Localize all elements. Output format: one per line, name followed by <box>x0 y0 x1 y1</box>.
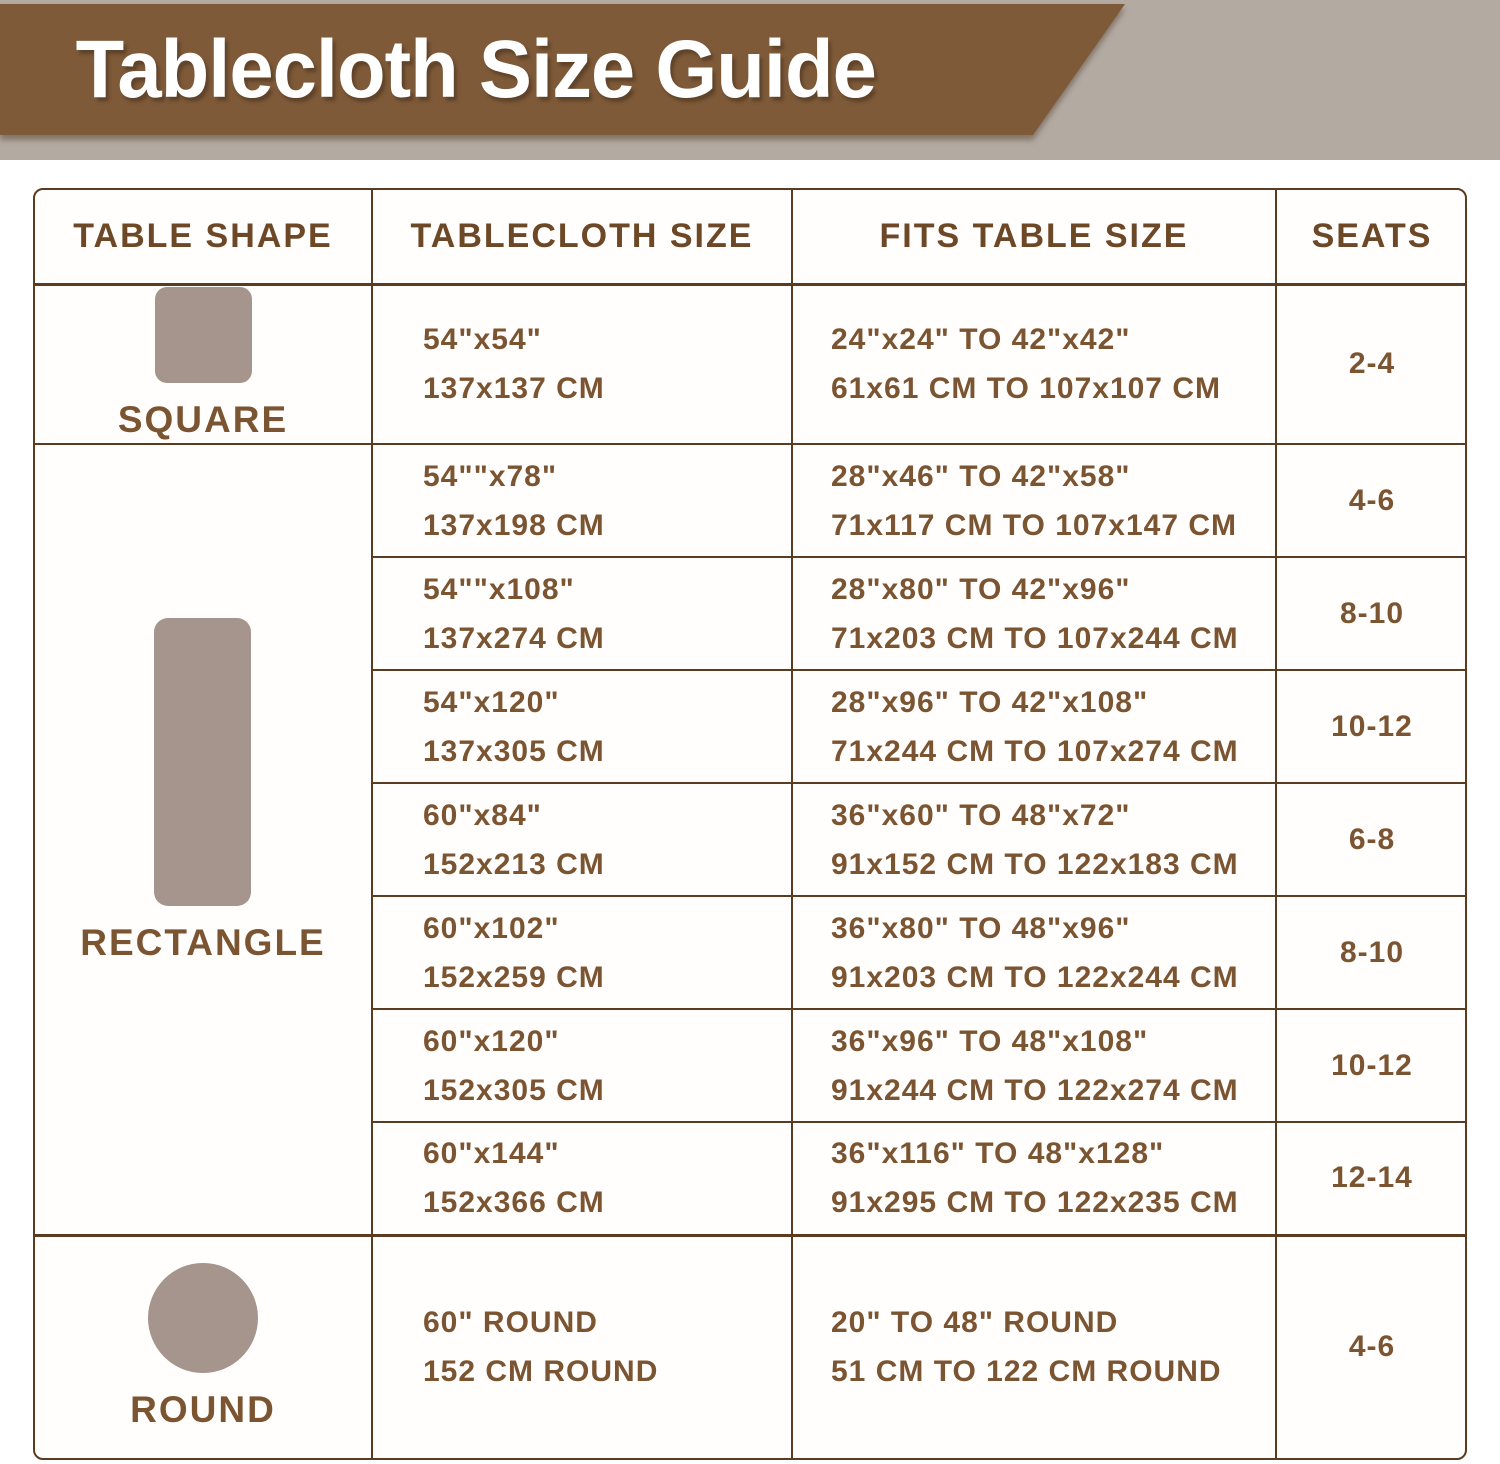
rectangle-shape-icon <box>154 618 252 907</box>
fits-size-cm: 51 CM TO 122 CM ROUND <box>831 1355 1222 1389</box>
fits-table-size-cell: 28"x80" TO 42"x96" 71x203 CM TO 107x244 … <box>792 557 1277 671</box>
cloth-size-cm: 137x305 CM <box>423 734 605 768</box>
fits-size-inches: 24"x24" TO 42"x42" <box>831 323 1131 357</box>
fits-size-inches: 36"x116" TO 48"x128" <box>831 1137 1165 1171</box>
tablecloth-size-cell: 60"x144" 152x366 CM <box>372 1122 793 1236</box>
size-guide-table-frame: TABLE SHAPE TABLECLOTH SIZE FITS TABLE S… <box>33 188 1467 1460</box>
col-header-fits-table-size: FITS TABLE SIZE <box>792 190 1277 286</box>
seats-cell: 8-10 <box>1276 896 1465 1010</box>
cloth-size-cm: 137x274 CM <box>423 621 605 655</box>
title-banner: Tablecloth Size Guide <box>0 4 1500 135</box>
col-header-seats: SEATS <box>1276 190 1465 286</box>
cloth-size-inches: 54""x78" <box>423 459 558 493</box>
title-banner-shape: Tablecloth Size Guide <box>0 4 1125 135</box>
cloth-size-inches: 60" ROUND <box>423 1306 598 1340</box>
table-row-rectangle: 54"x120" 137x305 CM 28"x96" TO 42"x108" … <box>35 670 1465 784</box>
fits-size-cm: 91x152 CM TO 122x183 CM <box>831 847 1239 881</box>
table-row-rectangle: 54""x108" 137x274 CM 28"x80" TO 42"x96" … <box>35 557 1465 671</box>
fits-table-size-cell: 24"x24" TO 42"x42" 61x61 CM TO 107x107 C… <box>792 284 1277 445</box>
round-shape-icon <box>147 1263 258 1374</box>
shape-cell-square: SQUARE <box>35 284 373 445</box>
cloth-size-inches: 54"x54" <box>423 323 542 357</box>
seats-cell: 4-6 <box>1276 1233 1465 1458</box>
table-row-square: SQUARE 54"x54" 137x137 CM 24"x24" TO 42"… <box>35 284 1465 445</box>
tablecloth-size-cell: 60" ROUND 152 CM ROUND <box>372 1233 793 1458</box>
tablecloth-size-cell: 54"x54" 137x137 CM <box>372 284 793 445</box>
fits-table-size-cell: 28"x96" TO 42"x108" 71x244 CM TO 107x274… <box>792 670 1277 784</box>
fits-size-inches: 20" TO 48" ROUND <box>831 1306 1119 1340</box>
cloth-size-inches: 54""x108" <box>423 572 575 606</box>
fits-size-cm: 91x244 CM TO 122x274 CM <box>831 1073 1239 1107</box>
tablecloth-size-cell: 60"x102" 152x259 CM <box>372 896 793 1010</box>
shape-label-round: ROUND <box>130 1389 276 1431</box>
table-header-row: TABLE SHAPE TABLECLOTH SIZE FITS TABLE S… <box>35 190 1465 286</box>
cloth-size-cm: 152x213 CM <box>423 847 605 881</box>
fits-size-cm: 91x203 CM TO 122x244 CM <box>831 960 1239 994</box>
cloth-size-cm: 137x137 CM <box>423 372 605 406</box>
cloth-size-inches: 54"x120" <box>423 685 560 719</box>
cloth-size-cm: 152x305 CM <box>423 1073 605 1107</box>
fits-table-size-cell: 20" TO 48" ROUND 51 CM TO 122 CM ROUND <box>792 1233 1277 1458</box>
cloth-size-inches: 60"x84" <box>423 798 542 832</box>
page-title: Tablecloth Size Guide <box>75 23 877 115</box>
shape-label-rectangle: RECTANGLE <box>80 922 326 964</box>
col-header-table-shape: TABLE SHAPE <box>35 190 373 286</box>
shape-cell-round: ROUND <box>35 1233 373 1458</box>
fits-table-size-cell: 36"x80" TO 48"x96" 91x203 CM TO 122x244 … <box>792 896 1277 1010</box>
seats-cell: 10-12 <box>1276 670 1465 784</box>
fits-size-inches: 36"x60" TO 48"x72" <box>831 798 1131 832</box>
tablecloth-size-cell: 60"x120" 152x305 CM <box>372 1009 793 1123</box>
fits-table-size-cell: 36"x60" TO 48"x72" 91x152 CM TO 122x183 … <box>792 783 1277 897</box>
fits-table-size-cell: 36"x116" TO 48"x128" 91x295 CM TO 122x23… <box>792 1122 1277 1236</box>
table-row-rectangle: RECTANGLE 54""x78" 137x198 CM 28"x46" TO… <box>35 444 1465 1236</box>
table-row-rectangle: 60"x120" 152x305 CM 36"x96" TO 48"x108" … <box>35 1009 1465 1123</box>
shape-label-square: SQUARE <box>117 399 289 441</box>
table-row-rectangle: 60"x144" 152x366 CM 36"x116" TO 48"x128"… <box>35 1122 1465 1236</box>
fits-size-cm: 71x203 CM TO 107x244 CM <box>831 621 1239 655</box>
cloth-size-inches: 60"x120" <box>423 1024 560 1058</box>
fits-size-cm: 91x295 CM TO 122x235 CM <box>831 1186 1239 1220</box>
fits-size-inches: 28"x46" TO 42"x58" <box>831 459 1131 493</box>
table-row-round: ROUND 60" ROUND 152 CM ROUND 20" TO 48" … <box>35 1233 1465 1458</box>
cloth-size-inches: 60"x144" <box>423 1137 560 1171</box>
cloth-size-cm: 152x259 CM <box>423 960 605 994</box>
fits-size-inches: 28"x80" TO 42"x96" <box>831 572 1131 606</box>
cloth-size-cm: 152x366 CM <box>423 1186 605 1220</box>
seats-cell: 12-14 <box>1276 1122 1465 1236</box>
cloth-size-cm: 137x198 CM <box>423 508 605 542</box>
square-shape-icon <box>154 287 252 384</box>
tablecloth-size-cell: 60"x84" 152x213 CM <box>372 783 793 897</box>
seats-cell: 6-8 <box>1276 783 1465 897</box>
seats-cell: 8-10 <box>1276 557 1465 671</box>
fits-table-size-cell: 28"x46" TO 42"x58" 71x117 CM TO 107x147 … <box>792 444 1277 558</box>
cloth-size-cm: 152 CM ROUND <box>423 1355 659 1389</box>
tablecloth-size-cell: 54"x120" 137x305 CM <box>372 670 793 784</box>
table-row-rectangle: 60"x84" 152x213 CM 36"x60" TO 48"x72" 91… <box>35 783 1465 897</box>
tablecloth-size-cell: 54""x78" 137x198 CM <box>372 444 793 558</box>
seats-cell: 10-12 <box>1276 1009 1465 1123</box>
fits-size-cm: 61x61 CM TO 107x107 CM <box>831 372 1221 406</box>
seats-cell: 4-6 <box>1276 444 1465 558</box>
table-row-rectangle: 60"x102" 152x259 CM 36"x80" TO 48"x96" 9… <box>35 896 1465 1010</box>
fits-size-cm: 71x117 CM TO 107x147 CM <box>831 508 1238 542</box>
shape-cell-rectangle: RECTANGLE <box>35 444 373 1236</box>
fits-size-inches: 36"x80" TO 48"x96" <box>831 911 1131 945</box>
tablecloth-size-cell: 54""x108" 137x274 CM <box>372 557 793 671</box>
size-guide-table: TABLE SHAPE TABLECLOTH SIZE FITS TABLE S… <box>35 190 1465 1458</box>
col-header-tablecloth-size: TABLECLOTH SIZE <box>372 190 793 286</box>
fits-size-inches: 28"x96" TO 42"x108" <box>831 685 1149 719</box>
fits-size-cm: 71x244 CM TO 107x274 CM <box>831 734 1239 768</box>
fits-table-size-cell: 36"x96" TO 48"x108" 91x244 CM TO 122x274… <box>792 1009 1277 1123</box>
fits-size-inches: 36"x96" TO 48"x108" <box>831 1024 1149 1058</box>
cloth-size-inches: 60"x102" <box>423 911 560 945</box>
seats-cell: 2-4 <box>1276 284 1465 445</box>
